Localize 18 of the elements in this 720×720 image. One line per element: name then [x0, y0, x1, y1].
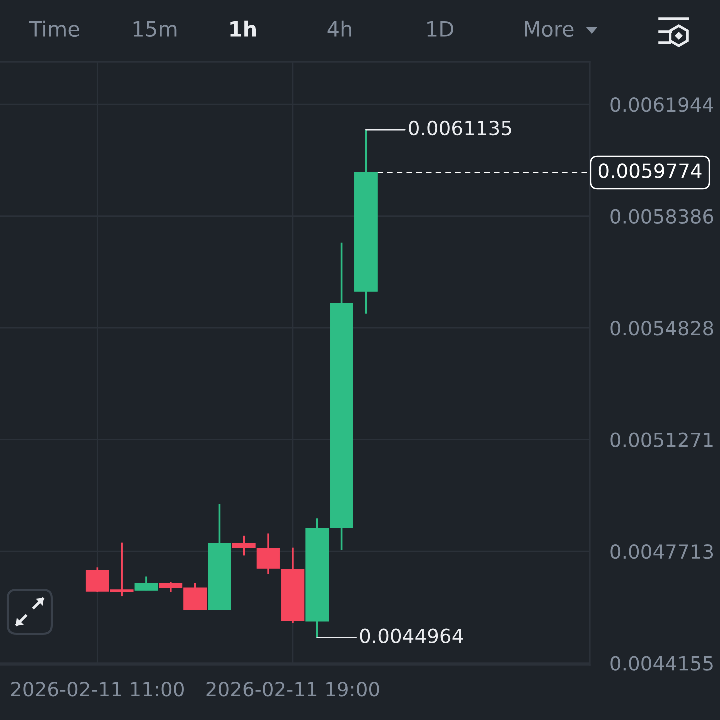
y-tick-label: 0.0047713 — [610, 544, 714, 560]
annotation: 0.0061135 — [409, 120, 512, 136]
y-tick-label: 0.0061944 — [610, 98, 714, 112]
text: 1D — [428, 22, 454, 37]
text: Time — [29, 20, 80, 38]
y-tick-label: 0.0054828 — [610, 321, 714, 336]
candlestick — [134, 576, 158, 592]
text: 15m — [134, 22, 177, 38]
x-tick-label: 2026-02-11 19:00 — [206, 682, 380, 697]
y-tick-label: 0.0058386 — [610, 209, 714, 224]
text: 1h — [230, 20, 256, 37]
text: More — [525, 22, 574, 38]
y-tick-label: 0.0044155 — [610, 656, 713, 671]
annotation: 0.0044964 — [360, 628, 464, 644]
y-tick-label: 0.0051271 — [610, 432, 713, 448]
x-tick-label: 2026-02-11 11:00 — [11, 682, 184, 697]
ref-line-label: 0.0059774 — [598, 164, 702, 178]
text: 4h — [328, 20, 352, 37]
